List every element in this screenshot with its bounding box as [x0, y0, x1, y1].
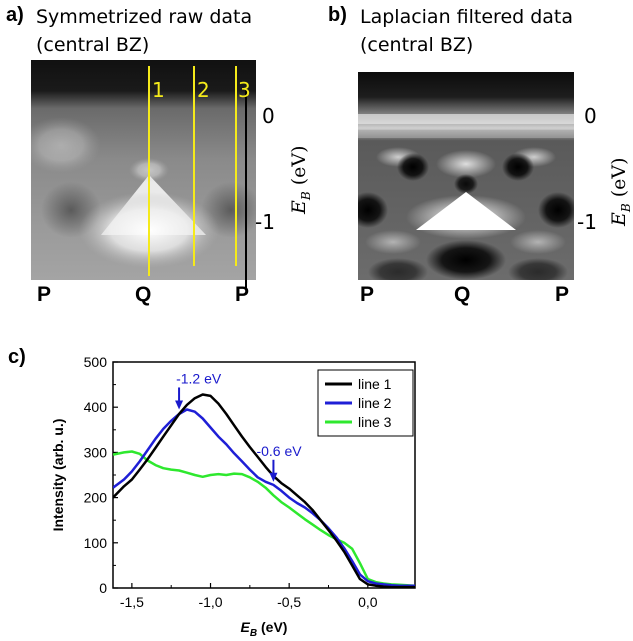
panel-a-k-label-p-left: P	[37, 283, 52, 306]
panel-b-letter: b)	[328, 4, 347, 26]
panel-c-letter: c)	[8, 346, 26, 368]
panel-b-title-line2: (central BZ)	[360, 34, 474, 56]
series-line-3	[113, 450, 415, 587]
panel-a-title-line1: Symmetrized raw data	[36, 6, 253, 28]
cut-line-3-label: 3	[238, 78, 251, 102]
panel-b-tick-0: 0	[584, 104, 597, 128]
legend-label-2: line 2	[358, 395, 392, 411]
x-tick-label: -0,5	[277, 594, 301, 610]
x-tick-label: -1,0	[198, 594, 222, 610]
annotation-arrow-head	[269, 472, 278, 482]
panel-a-title: Symmetrized raw data (central BZ)	[36, 3, 252, 59]
panel-a-letter: a)	[6, 4, 24, 26]
panel-b-k-label-p-right: P	[555, 283, 570, 306]
x-tick-label: -1,5	[120, 594, 144, 610]
y-tick-label: 100	[84, 535, 108, 551]
panel-b-title: Laplacian filtered data (central BZ)	[360, 3, 573, 59]
panel-b-title-line1: Laplacian filtered data	[360, 6, 574, 28]
panel-a-energy-axis-line	[245, 90, 247, 290]
panel-b-k-label-q: Q	[454, 283, 471, 306]
cut-line-2	[193, 66, 195, 266]
series-line-2	[113, 408, 415, 587]
panel-a-tick-minus1: -1	[255, 210, 275, 234]
panel-a-k-label-q: Q	[135, 283, 152, 306]
panel-a-title-line2: (central BZ)	[36, 34, 150, 56]
panel-b-energy-axis-label: EB (eV)	[608, 157, 633, 226]
annotation-label: -1.2 eV	[176, 370, 222, 386]
series-line-1	[113, 393, 415, 588]
panel-b-tick-minus1: -1	[577, 210, 597, 234]
y-axis-label: Intensity (arb. u.)	[50, 419, 66, 532]
y-tick-label: 0	[99, 580, 107, 596]
x-tick-label: 0,0	[358, 594, 378, 610]
annotation-arrow-head	[175, 400, 184, 410]
panel-a-energy-axis-label: EB (eV)	[288, 145, 313, 214]
panel-a-tick-0: 0	[262, 104, 275, 128]
y-tick-label: 400	[84, 399, 108, 415]
panel-a-arpes-image	[31, 60, 256, 280]
y-tick-label: 200	[84, 490, 108, 506]
cut-line-1	[148, 66, 150, 276]
x-axis-label: EB (eV)	[241, 619, 288, 639]
legend-label-3: line 3	[358, 414, 392, 430]
legend-label-1: line 1	[358, 376, 392, 392]
annotation-label: -0.6 eV	[256, 443, 302, 459]
cut-line-3	[235, 66, 237, 266]
panel-a-k-label-p-right: P	[235, 283, 250, 306]
intensity-chart: 0 100 200 300 400 500 -1,5 -1,0 -0,5 0,0 Intensity…	[50, 354, 416, 639]
cut-line-1-label: 1	[152, 78, 165, 102]
panel-b-filtered-image	[358, 72, 574, 280]
panel-b-k-label-p-left: P	[360, 283, 375, 306]
y-tick-label: 300	[84, 444, 108, 460]
y-tick-label: 500	[84, 354, 108, 370]
cut-line-2-label: 2	[197, 78, 210, 102]
